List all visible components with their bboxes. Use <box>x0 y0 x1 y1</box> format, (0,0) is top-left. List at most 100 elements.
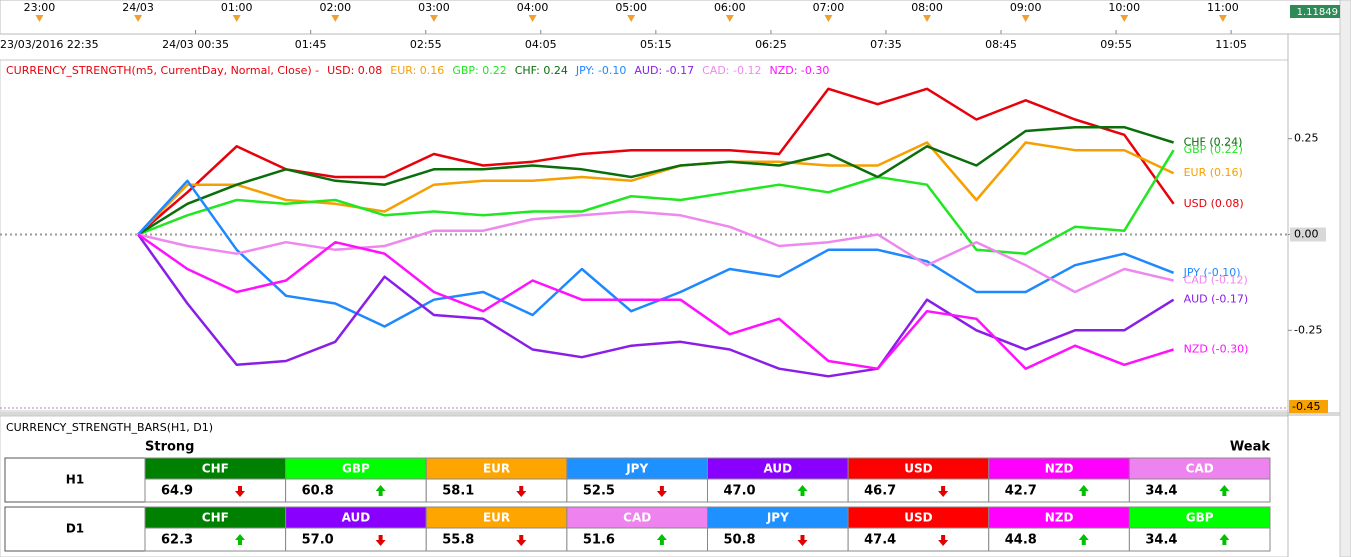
trend-arrow <box>656 534 667 545</box>
x-detail-label: 23/03/2016 22:35 <box>0 38 99 51</box>
series-end-label: CHF (0.24) <box>1184 136 1243 149</box>
legend-item: JPY: -0.10 <box>575 64 627 77</box>
price-label: 1.11849 <box>1297 7 1338 18</box>
series-line <box>137 87 1175 236</box>
trend-arrow <box>938 535 949 546</box>
legend-item: NZD: -0.30 <box>769 64 829 77</box>
x-tick-marker <box>134 15 143 22</box>
trend-arrow <box>235 534 245 545</box>
x-tick-label: 10:00 <box>1108 1 1140 14</box>
currency-name: JPY <box>625 462 648 476</box>
legend-item: GBP: 0.22 <box>452 64 506 77</box>
y-tick-label: 0.25 <box>1294 132 1319 145</box>
currency-name: EUR <box>483 462 510 476</box>
x-tick-label: 04:00 <box>517 1 549 14</box>
legend-item: CHF: 0.24 <box>515 64 568 77</box>
trend-arrow <box>656 486 667 497</box>
value-cell <box>1128 478 1271 503</box>
currency-name: GBP <box>1186 511 1214 525</box>
trend-arrow <box>1219 534 1230 545</box>
trend-arrow <box>1219 485 1230 496</box>
x-tick-label: 23:00 <box>24 1 56 14</box>
y-min-box <box>1289 400 1328 413</box>
x-detail-label: 06:25 <box>755 38 787 51</box>
series-line <box>137 210 1174 294</box>
currency-name: CHF <box>202 511 229 525</box>
series-line <box>137 149 1175 255</box>
x-tick-marker <box>824 15 833 22</box>
trend-arrow <box>938 486 949 497</box>
x-tick-marker <box>35 15 44 22</box>
currency-name: GBP <box>342 462 370 476</box>
strength-value: 64.9 <box>161 484 193 499</box>
currency-name: CAD <box>623 511 651 525</box>
trend-arrow <box>235 486 245 497</box>
x-detail-label: 05:15 <box>640 38 672 51</box>
currency-name: CHF <box>202 462 229 476</box>
x-tick-label: 01:00 <box>221 1 253 14</box>
strength-value: 52.5 <box>583 484 615 499</box>
x-tick-label: 07:00 <box>813 1 845 14</box>
currency-name: JPY <box>766 511 789 525</box>
x-tick-label: 09:00 <box>1010 1 1042 14</box>
strength-value: 55.8 <box>442 533 474 548</box>
x-detail-label: 07:35 <box>870 38 902 51</box>
x-tick-label: 02:00 <box>319 1 351 14</box>
x-tick-marker <box>725 15 734 22</box>
strength-value: 47.4 <box>864 533 896 548</box>
x-tick-label: 08:00 <box>911 1 943 14</box>
strength-value: 42.7 <box>1005 484 1037 499</box>
x-tick-marker <box>627 15 636 22</box>
currency-name: CAD <box>1186 462 1214 476</box>
strength-value: 34.4 <box>1145 533 1177 548</box>
currency-name: AUD <box>764 462 793 476</box>
y-tick-box <box>1290 227 1326 242</box>
x-detail-label: 11:05 <box>1215 38 1247 51</box>
x-tick-label: 06:00 <box>714 1 746 14</box>
x-detail-label: 01:45 <box>295 38 327 51</box>
trend-arrow <box>797 535 808 546</box>
series-end-label: USD (0.08) <box>1184 197 1244 210</box>
series-line <box>137 233 1175 378</box>
x-detail-label: 08:45 <box>985 38 1017 51</box>
strong-label: Strong <box>145 440 194 455</box>
strength-value: 47.0 <box>724 484 756 499</box>
x-tick-marker <box>331 15 340 22</box>
series-end-label: CAD (-0.12) <box>1184 274 1248 287</box>
x-tick-marker <box>232 15 241 22</box>
x-tick-label: 05:00 <box>615 1 647 14</box>
x-detail-label: 24/03 00:35 <box>162 38 229 51</box>
series-line <box>137 179 1175 328</box>
scrollbar[interactable] <box>1339 0 1351 557</box>
series-line <box>137 233 1174 370</box>
trend-arrow <box>516 535 527 546</box>
x-tick-marker <box>528 15 537 22</box>
series-end-label: EUR (0.16) <box>1184 166 1243 179</box>
x-tick-marker <box>429 15 438 22</box>
currency-name: EUR <box>483 511 510 525</box>
y-tick-label: 0.00 <box>1294 228 1319 241</box>
x-tick-label: 24/03 <box>122 1 154 14</box>
strength-value: 34.4 <box>1145 484 1177 499</box>
strength-value: 51.6 <box>583 533 615 548</box>
currency-name: USD <box>904 511 932 525</box>
series-line <box>137 125 1174 236</box>
strength-value: 44.8 <box>1005 533 1037 548</box>
x-detail-label: 02:55 <box>410 38 442 51</box>
row-label: D1 <box>66 522 84 536</box>
value-cell <box>1128 527 1271 552</box>
x-detail-label: 04:05 <box>525 38 557 51</box>
currency-name: USD <box>904 462 932 476</box>
series-end-label: AUD (-0.17) <box>1184 293 1249 306</box>
bars-title: CURRENCY_STRENGTH_BARS(H1, D1) <box>6 421 213 434</box>
legend-item: EUR: 0.16 <box>390 64 444 77</box>
x-tick-label: 03:00 <box>418 1 450 14</box>
indicator-title: CURRENCY_STRENGTH(m5, CurrentDay, Normal… <box>6 64 319 77</box>
x-tick-marker <box>1218 15 1227 22</box>
strength-value: 60.8 <box>302 484 334 499</box>
weak-label: Weak <box>1230 440 1270 455</box>
strength-value: 62.3 <box>161 533 193 548</box>
trend-arrow <box>797 485 808 496</box>
panel-separator <box>0 412 1340 416</box>
